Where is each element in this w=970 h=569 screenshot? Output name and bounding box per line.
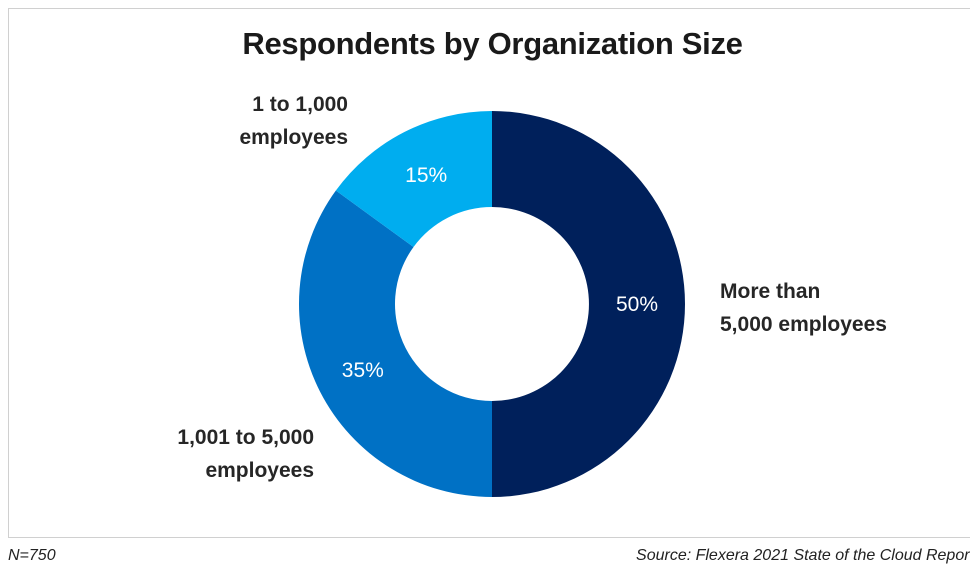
sample-size-note: N=750 [8,547,56,564]
slice-value-label: 50% [616,293,658,316]
slice-value-label: 35% [342,359,384,382]
label-1001-to-5000: 1,001 to 5,000 employees [177,426,314,482]
slice-value-label: 15% [405,164,447,187]
donut-slice [335,110,492,247]
source-note: Source: Flexera 2021 State of the Cloud … [636,547,970,564]
chart-frame [8,8,970,538]
donut-slice [492,111,685,497]
label-1-to-1000: 1 to 1,000 employees [239,93,348,149]
label-more-than-5000: More than 5,000 employees [720,280,887,336]
chart-title: Respondents by Organization Size [242,26,743,61]
donut-slice [299,190,492,498]
